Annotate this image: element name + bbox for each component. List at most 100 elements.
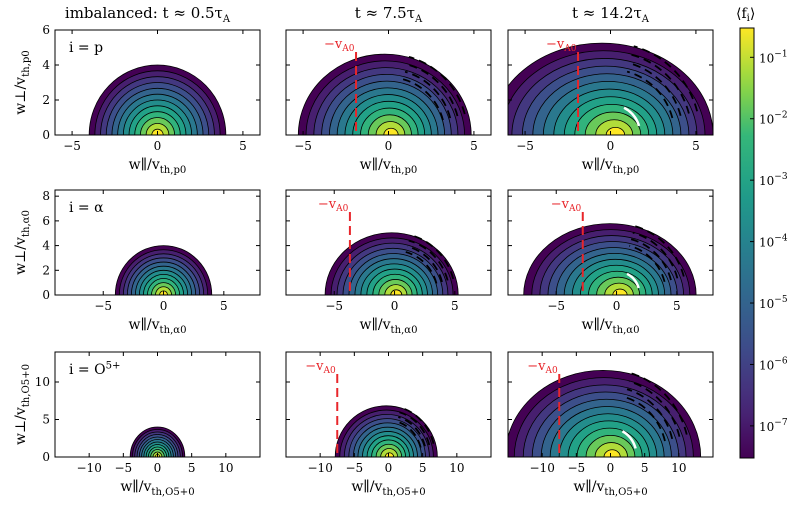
column-title-main: t ≈ 7.5τ (355, 4, 415, 22)
x-axis-label: w∥/vth,p0 (582, 157, 640, 176)
column-title-main: t ≈ 14.2τ (572, 4, 642, 22)
x-tick-label: −10 (308, 461, 333, 475)
white-arc (623, 106, 641, 127)
tick-exp: −3 (774, 172, 788, 182)
panel-frame (507, 189, 714, 296)
x-tick-label: 0 (385, 139, 393, 153)
y-axis-label: w⊥/vth,p0 (13, 50, 32, 114)
x-axis-label-main: w∥/v (120, 479, 151, 495)
x-tick-label: −10 (530, 461, 555, 475)
x-tick-label: 0 (607, 139, 615, 153)
y-tick-label: 10 (35, 375, 50, 389)
vA-label-main: −v (527, 359, 546, 374)
white-arc (621, 430, 637, 449)
x-axis-label: w∥/vth,p0 (360, 157, 418, 176)
dashed-arc (406, 63, 459, 117)
panel-body (508, 43, 713, 135)
dashed-arc (410, 233, 455, 280)
x-axis-label-main: w∥/v (573, 479, 604, 495)
x-tick-label: 5 (419, 461, 427, 475)
vA-label-main: −v (324, 37, 343, 52)
x-axis-label-sub: th,O5+0 (382, 487, 425, 498)
x-tick-label: −10 (77, 461, 102, 475)
dashed-arc (630, 238, 672, 281)
y-axis-label: w⊥/vth,α0 (13, 210, 32, 275)
tick-base: 10 (759, 420, 774, 434)
panel-body (88, 64, 227, 135)
tick-exp: −1 (774, 49, 787, 59)
tick-exp: −4 (774, 234, 788, 244)
vA-label: −vA0 (324, 37, 355, 54)
y-tick-label: 0 (42, 450, 50, 464)
y-axis-label-group: w⊥/vth,O5+0 (13, 364, 32, 445)
x-axis-label-main: w∥/v (129, 157, 160, 173)
vA-label-sub: A0 (341, 44, 354, 54)
dashed-arc (402, 78, 444, 121)
x-tick-label: −5 (94, 299, 112, 313)
dashed-arc (407, 245, 443, 283)
vA-label-sub: A0 (568, 204, 581, 214)
panel: −vA0 −5 0 5 w∥/vth,α0 (507, 189, 714, 336)
vA-label-sub: A0 (335, 204, 348, 214)
y-tick-label: 2 (42, 93, 50, 107)
dashed-arc (626, 70, 674, 119)
x-axis-label: w∥/vth,α0 (581, 317, 639, 336)
vA-label: −vA0 (527, 359, 558, 376)
tick-exp: −5 (774, 295, 788, 305)
x-tick-label: 10 (449, 461, 464, 475)
x-axis-label-main: w∥/v (128, 317, 159, 333)
tick-base: 10 (759, 297, 774, 311)
colorbar-label-main: ⟨f (736, 6, 748, 22)
y-axis-label-sub: th,p0 (21, 50, 32, 77)
x-tick-label: 0 (391, 299, 399, 313)
x-tick-label: 0 (154, 461, 162, 475)
column-title-sub: A (414, 14, 423, 25)
column-title: imbalanced: t ≈ 0.5τA (65, 4, 231, 25)
colorbar-tick-label: 10−3 (759, 172, 788, 188)
x-axis-label: w∥/vth,α0 (128, 317, 186, 336)
x-axis-label: w∥/vth,α0 (359, 317, 417, 336)
tick-exp: −7 (774, 418, 788, 428)
y-axis-label-sub: th,O5+0 (21, 364, 32, 407)
tick-base: 10 (759, 174, 774, 188)
x-axis-label-sub: th,α0 (160, 325, 187, 336)
labels: imbalanced: t ≈ 0.5τA t ≈ 7.5τA t ≈ 14.2τA (65, 4, 650, 25)
y-tick-label: 6 (42, 23, 50, 37)
x-axis-label-sub: th,p0 (391, 165, 418, 176)
x-tick-label: −5 (114, 461, 132, 475)
x-axis-label-main: w∥/v (581, 317, 612, 333)
dashed-arc (404, 70, 452, 119)
panel: −vA0 −5 0 5 w∥/vth,p0 (507, 29, 714, 176)
panel-body (334, 374, 438, 457)
x-tick-label: 0 (160, 299, 168, 313)
panel-body (508, 370, 702, 457)
panel-frame (54, 189, 261, 296)
x-tick-label: 0 (154, 139, 162, 153)
x-tick-label: 5 (641, 461, 649, 475)
vA-label-main: −v (305, 359, 324, 374)
species-label-sup: 5+ (106, 361, 121, 372)
y-axis-label-group: w⊥/vth,p0 (13, 50, 32, 114)
colorbar-tick-label: 10−6 (759, 356, 788, 372)
vA-label-sub: A0 (563, 44, 576, 54)
dashed-arc (626, 388, 674, 440)
panel: −vA0 −5 0 5 w∥/vth,α0 (285, 189, 492, 336)
x-tick-label: 5 (673, 299, 681, 313)
column-title: t ≈ 14.2τA (572, 4, 650, 25)
dashed-arc (624, 396, 666, 442)
colorbar-tick-label: 10−1 (759, 49, 788, 65)
x-axis-label: w∥/vth,O5+0 (573, 479, 647, 498)
vA-label-main: −v (546, 37, 565, 52)
dashed-arc (408, 56, 466, 115)
x-tick-label: 5 (692, 139, 700, 153)
colorbar: 10−110−210−310−410−510−610−7⟨fi⟩ (736, 6, 788, 459)
vA-label-sub: A0 (545, 366, 558, 376)
x-tick-label: −5 (63, 139, 81, 153)
vA-label: −vA0 (546, 37, 577, 54)
tick-base: 10 (759, 358, 774, 372)
y-tick-label: 2 (42, 263, 50, 277)
panel: −vA0 −5 0 5 w∥/vth,p0 (285, 29, 492, 176)
x-axis-label-main: w∥/v (359, 317, 390, 333)
x-tick-label: −5 (567, 461, 585, 475)
